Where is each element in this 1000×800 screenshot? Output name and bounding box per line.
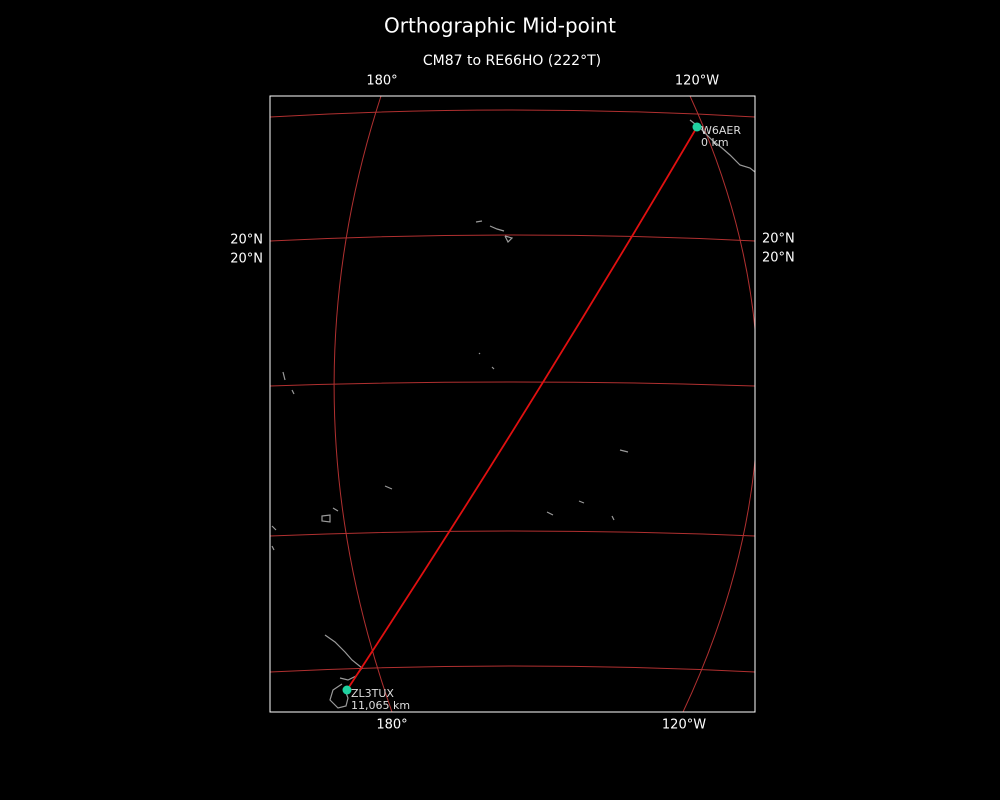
parallel xyxy=(270,530,755,537)
coastline xyxy=(324,634,363,709)
great-circle-path xyxy=(346,126,698,691)
longitude-label: 180° xyxy=(376,718,407,733)
latitude-label: 20°N xyxy=(762,251,795,266)
meridian xyxy=(333,96,393,712)
map-area xyxy=(270,96,755,712)
parallel xyxy=(270,381,755,387)
meridian xyxy=(682,96,755,712)
latitude-label: 20°N xyxy=(762,232,795,247)
station-marker xyxy=(692,122,702,132)
island xyxy=(282,352,629,512)
station-call: ZL3TUX xyxy=(351,687,394,700)
latitude-label: 20°N xyxy=(230,252,263,267)
longitude-label: 180° xyxy=(366,74,397,89)
coastline xyxy=(689,119,755,173)
longitude-label: 120°W xyxy=(662,718,706,733)
island xyxy=(475,220,514,244)
map-frame xyxy=(269,95,756,713)
station-marker xyxy=(342,685,352,695)
island xyxy=(271,485,615,551)
longitude-label: 120°W xyxy=(675,74,719,89)
parallel xyxy=(270,109,755,118)
station-distance: 11,065 km xyxy=(351,699,410,712)
parallel xyxy=(270,665,755,673)
station-distance: 0 km xyxy=(701,136,729,149)
latitude-label: 20°N xyxy=(230,233,263,248)
parallel xyxy=(270,234,755,242)
title: Orthographic Mid-point xyxy=(384,14,616,38)
subtitle: CM87 to RE66HO (222°T) xyxy=(423,53,601,69)
station-call: W6AER xyxy=(701,124,741,137)
